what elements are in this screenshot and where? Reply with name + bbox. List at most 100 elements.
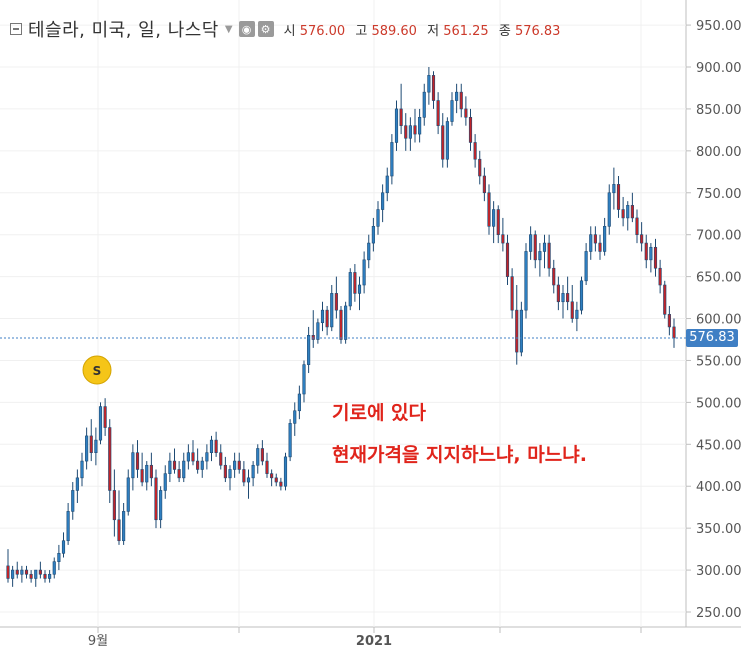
candle-body (459, 91, 463, 110)
candle-body (246, 477, 251, 483)
candle (94, 427, 98, 466)
candle (126, 469, 130, 516)
candle (246, 469, 251, 499)
candle (61, 532, 66, 558)
y-tick-label: 500.00 (696, 396, 741, 411)
candle-body (353, 272, 357, 294)
candle (149, 452, 153, 487)
candle (112, 469, 116, 537)
candle-body (233, 460, 237, 470)
candle (98, 402, 103, 445)
candle (390, 134, 394, 185)
collapse-icon[interactable] (10, 23, 22, 35)
candle (445, 117, 449, 168)
candle-body (487, 192, 491, 227)
candle (145, 461, 149, 491)
candle (487, 184, 491, 235)
ticker-title[interactable]: 테슬라, 미국, 일, 나스닥 (28, 20, 219, 41)
close-value: 576.83 (514, 23, 561, 39)
candle-body (80, 460, 84, 479)
y-tick-label: 850.00 (696, 103, 741, 118)
candle-body (122, 511, 126, 542)
candle-body (478, 158, 482, 177)
candle-body (260, 448, 264, 462)
candle (6, 549, 10, 583)
candle-body (297, 393, 301, 412)
candle (320, 301, 325, 332)
candle (223, 456, 227, 483)
candle-body (672, 326, 676, 339)
ohlc-values: 시 576.00 고 589.60 저 561.25 종 576.83 (284, 20, 567, 39)
candle-body (135, 452, 140, 470)
candle-body (237, 460, 241, 470)
candle (163, 465, 167, 499)
candle (630, 192, 634, 223)
candle-body (635, 217, 639, 235)
candle (418, 108, 422, 143)
candle-body (473, 142, 477, 160)
candle (607, 184, 611, 235)
candle (334, 276, 338, 319)
candle (376, 201, 380, 235)
open-value: 576.00 (299, 23, 346, 39)
time-axis[interactable]: 9월 2021 (88, 627, 642, 649)
candle-body (649, 246, 653, 261)
y-tick-label: 450.00 (696, 438, 741, 453)
candle (344, 301, 348, 344)
candle (598, 234, 602, 260)
candle-body (598, 242, 602, 252)
candle (233, 452, 237, 478)
candle (566, 276, 570, 311)
candle-body (630, 205, 634, 219)
gear-icon[interactable]: ⚙ (257, 21, 274, 37)
candle-body (209, 439, 214, 453)
candle-body (663, 284, 667, 315)
grid (0, 0, 686, 627)
candle-body (538, 251, 542, 261)
candle-body (71, 490, 75, 512)
candle-body (556, 284, 560, 303)
candle (283, 452, 288, 491)
visibility-icon[interactable]: ◉ (238, 21, 255, 37)
candle (635, 209, 639, 244)
candle-body (131, 452, 135, 479)
candle-body (182, 460, 186, 479)
candle (404, 113, 408, 151)
candle (15, 561, 19, 579)
y-tick-label: 800.00 (696, 145, 741, 160)
candle-body (57, 553, 61, 562)
candle (265, 452, 269, 478)
candle (422, 83, 426, 126)
candle-body (362, 259, 366, 286)
candle (519, 301, 523, 357)
candle (552, 259, 556, 294)
annotation-line-2: 현재가격을 지지하느냐, 마느냐. (332, 444, 587, 466)
candle-body (140, 469, 144, 483)
annotation-line-1: 기로에 있다 (332, 402, 427, 424)
candle-body (593, 234, 597, 244)
candle (367, 234, 371, 269)
chart-legend: 테슬라, 미국, 일, 나스닥 ▼ ◉ ⚙ 시 576.00 고 589.60 … (10, 14, 566, 44)
price-axis[interactable]: 250.00 300.00 350.00 400.00 450.00 500.00 550.… (686, 19, 741, 621)
candle-body (265, 460, 269, 474)
candle (182, 452, 186, 483)
candle (575, 301, 579, 332)
candle (85, 427, 89, 470)
candle (214, 431, 218, 457)
candle (270, 469, 274, 487)
candle (427, 67, 431, 105)
candle (89, 419, 93, 462)
candle (529, 226, 533, 260)
candle-body (89, 435, 93, 453)
candle-body (29, 573, 33, 579)
chevron-down-icon[interactable]: ▼ (224, 23, 233, 35)
candle-body (256, 448, 260, 466)
candle-body (251, 464, 255, 479)
candle-body (320, 309, 325, 324)
candle-body (348, 272, 352, 307)
candle-body (385, 175, 389, 194)
candle (441, 113, 445, 168)
signal-marker[interactable]: S (82, 355, 112, 385)
